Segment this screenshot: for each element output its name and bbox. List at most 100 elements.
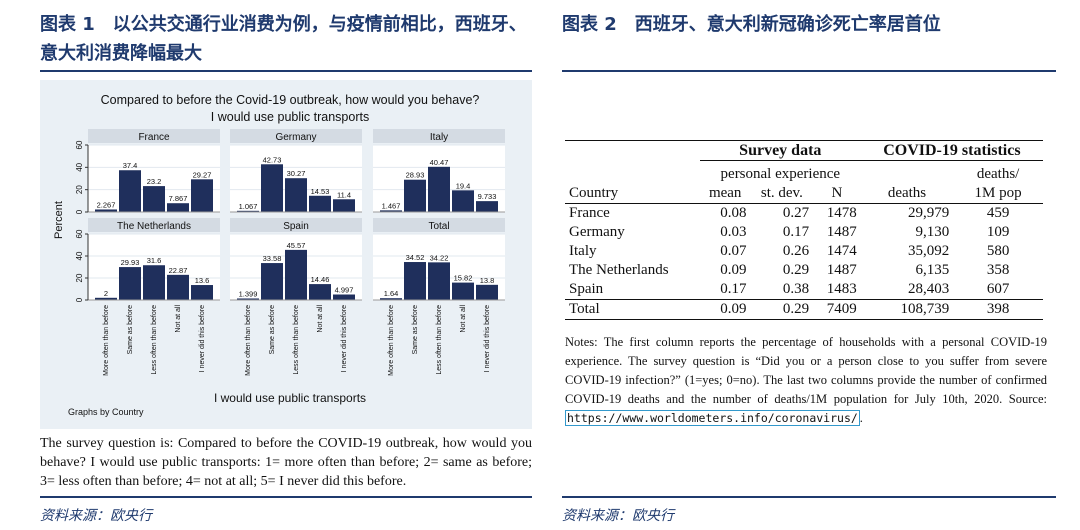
col-country: Country: [565, 184, 700, 204]
bar: [428, 262, 450, 300]
panel-strip: [373, 129, 505, 143]
bar-value-label: 14.53: [311, 187, 330, 196]
x-category-label: Same as before: [127, 305, 134, 355]
col-stdev: st. dev.: [750, 184, 814, 204]
table-row: Spain 0.17 0.38 1483 28,403 607: [565, 280, 1043, 300]
table-notes: Notes: The first column reports the perc…: [565, 333, 1047, 428]
cell-deaths: 108,739: [860, 299, 954, 320]
bar-value-label: 30.27: [287, 169, 306, 178]
figure2-top-rule: [562, 70, 1056, 72]
y-tick-label: 40: [75, 162, 84, 171]
bar: [119, 170, 141, 212]
table-row: Italy 0.07 0.26 1474 35,092 580: [565, 242, 1043, 261]
panel-title: Spain: [283, 221, 309, 232]
cell-mean: 0.07: [720, 243, 747, 259]
bar-value-label: 2.267: [97, 200, 116, 209]
bar: [404, 262, 426, 300]
bar: [191, 179, 213, 212]
y-tick-label: 60: [75, 140, 84, 149]
x-category-label: Not at all: [175, 305, 182, 333]
bar: [261, 164, 283, 212]
cell-deaths: 29,979: [907, 205, 950, 221]
x-axis-label: I would use public transports: [214, 391, 366, 405]
x-category-label: Less often than before: [151, 305, 158, 375]
cell-country: France: [569, 205, 610, 221]
cell-country: Total: [565, 299, 700, 320]
panel-strip: [88, 129, 220, 143]
bar-value-label: 37.4: [123, 161, 138, 170]
notes-end: .: [859, 411, 863, 425]
cell-1m-pop: 398: [953, 299, 1043, 320]
bar-value-label: 13.6: [195, 276, 210, 285]
bar: [285, 249, 307, 300]
header-personal-experience: personal experience: [720, 166, 841, 182]
bar-value-label: 9.733: [478, 192, 497, 201]
panel-title: Germany: [275, 132, 316, 143]
table-row: The Netherlands 0.09 0.29 1487 6,135 358: [565, 261, 1043, 280]
bar: [333, 294, 355, 300]
bar: [404, 179, 426, 212]
panel-strip: [230, 218, 362, 232]
table-subheader-row: personal experience deaths/: [565, 161, 1043, 185]
bar-value-label: 13.8: [480, 276, 495, 285]
y-tick-label: 40: [75, 251, 84, 260]
figure1-title: 图表 1 以公共交通行业消费为例，与疫情前相比，西班牙、意大利消费降幅最大: [40, 14, 527, 64]
bar: [167, 274, 189, 300]
cell-stdev: 0.26: [782, 243, 810, 259]
y-tick-label: 0: [75, 297, 84, 302]
x-category-label: More often than before: [245, 305, 252, 376]
cell-n: 1487: [826, 262, 857, 278]
x-category-label: Same as before: [412, 305, 419, 355]
cell-n: 7409: [813, 299, 861, 320]
bar: [95, 209, 117, 212]
panel-strip: [88, 218, 220, 232]
col-1m-pop: 1M pop: [953, 184, 1043, 204]
bar-value-label: 45.57: [287, 241, 306, 250]
y-tick-label: 0: [75, 209, 84, 214]
bar-value-label: 29.93: [121, 258, 140, 267]
bar: [380, 298, 402, 300]
bar-value-label: 11.4: [337, 190, 351, 199]
covid-stats-table: Survey data COVID-19 statistics personal…: [565, 140, 1043, 320]
chart-title: Compared to before the Covid-19 outbreak…: [101, 93, 480, 107]
bar-chart: Compared to before the Covid-19 outbreak…: [53, 93, 505, 417]
x-category-label: I never did this before: [484, 305, 491, 372]
bar: [191, 285, 213, 300]
x-category-label: Not at all: [317, 305, 324, 333]
table-group-header-row: Survey data COVID-19 statistics: [565, 140, 1043, 161]
figure1-source: 资料来源：欧央行: [40, 508, 152, 524]
bar-value-label: 34.52: [406, 253, 425, 262]
bar-value-label: 29.27: [193, 170, 212, 179]
cell-1m-pop: 607: [986, 281, 1010, 297]
bar: [309, 195, 331, 212]
header-survey-data: Survey data: [699, 140, 861, 161]
source-link[interactable]: https://www.worldometers.info/coronaviru…: [565, 410, 860, 426]
bar-value-label: 40.47: [430, 158, 449, 167]
x-category-label: More often than before: [103, 305, 110, 376]
bar: [285, 178, 307, 212]
covid-stats-table-wrap: Survey data COVID-19 statistics personal…: [565, 140, 1045, 320]
table-row-total: Total 0.09 0.29 7409 108,739 398: [565, 299, 1043, 320]
x-category-label: Not at all: [460, 305, 467, 333]
notes-text: Notes: The first column reports the perc…: [565, 335, 1047, 406]
cell-1m-pop: 358: [986, 262, 1010, 278]
cell-stdev: 0.17: [782, 224, 810, 240]
bar-value-label: 42.73: [263, 155, 282, 164]
panel-title: France: [138, 132, 170, 143]
header-deaths-per: deaths/: [976, 166, 1020, 182]
bar-value-label: 28.93: [406, 171, 425, 180]
bar-value-label: 31.6: [147, 256, 162, 265]
bar: [167, 203, 189, 212]
bar: [476, 284, 498, 300]
bar: [95, 297, 117, 300]
cell-1m-pop: 109: [986, 224, 1010, 240]
chart-note: Graphs by Country: [68, 407, 144, 417]
x-category-label: Less often than before: [293, 305, 300, 375]
cell-country: Spain: [569, 281, 604, 297]
bar: [476, 201, 498, 212]
cell-stdev: 0.27: [782, 205, 810, 221]
cell-stdev: 0.29: [750, 299, 814, 320]
chart-panel: Compared to before the Covid-19 outbreak…: [40, 80, 532, 429]
cell-mean: 0.03: [720, 224, 747, 240]
figure1-bottom-rule: [40, 496, 532, 498]
